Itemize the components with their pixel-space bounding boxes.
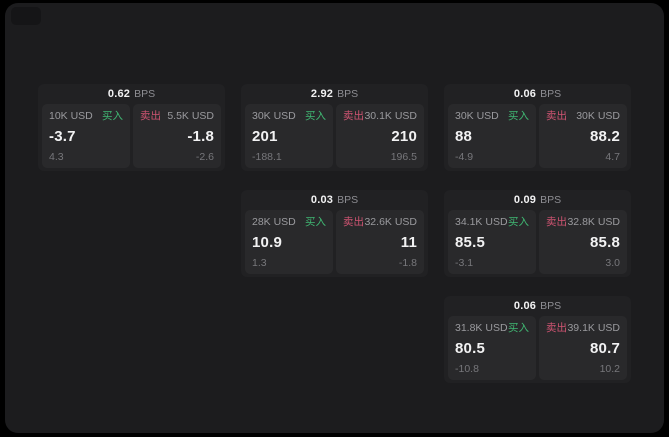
sell-price: 80.7 bbox=[590, 339, 620, 357]
buy-size: 30K USD bbox=[252, 110, 296, 122]
quote-card: 0.06 BPS 31.8K USD 买入 80.5 -10.8 卖出 39.1… bbox=[444, 296, 631, 383]
bps-value: 0.09 bbox=[513, 194, 537, 206]
sell-price: 210 bbox=[391, 127, 417, 145]
tiles: 30K USD 买入 88 -4.9 卖出 30K USD 88.2 4.7 bbox=[448, 104, 627, 168]
sell-tile[interactable]: 卖出 30.1K USD 210 196.5 bbox=[336, 104, 424, 168]
sell-size: 32.6K USD bbox=[364, 216, 417, 228]
buy-side-label: 买入 bbox=[305, 216, 326, 228]
bps-value: 0.03 bbox=[310, 194, 334, 206]
buy-tile[interactable]: 30K USD 买入 88 -4.9 bbox=[448, 104, 536, 168]
sell-tile[interactable]: 卖出 30K USD 88.2 4.7 bbox=[539, 104, 627, 168]
bps-value: 0.06 bbox=[513, 300, 537, 312]
buy-size: 10K USD bbox=[49, 110, 93, 122]
card-header: 0.03 BPS bbox=[245, 190, 424, 210]
sell-size: 30K USD bbox=[576, 110, 620, 122]
quote-card-grid: 0.62 BPS 10K USD 买入 -3.7 4.3 卖出 5.5K USD bbox=[38, 84, 631, 383]
buy-tile[interactable]: 10K USD 买入 -3.7 4.3 bbox=[42, 104, 130, 168]
buy-change: -4.9 bbox=[455, 151, 474, 163]
buy-change: 4.3 bbox=[49, 151, 64, 163]
sell-side-label: 卖出 bbox=[546, 216, 567, 228]
sell-tile[interactable]: 卖出 32.8K USD 85.8 3.0 bbox=[539, 210, 627, 274]
quote-card: 0.06 BPS 30K USD 买入 88 -4.9 卖出 30K USD bbox=[444, 84, 631, 171]
buy-change: -10.8 bbox=[455, 363, 479, 375]
sell-price: 88.2 bbox=[590, 127, 620, 145]
buy-side-label: 买入 bbox=[102, 110, 123, 122]
sell-change: 3.0 bbox=[605, 257, 620, 269]
sell-change: 4.7 bbox=[605, 151, 620, 163]
quote-card: 2.92 BPS 30K USD 买入 201 -188.1 卖出 30.1K … bbox=[241, 84, 428, 171]
sell-price: 85.8 bbox=[590, 233, 620, 251]
bps-value: 0.06 bbox=[513, 88, 537, 100]
sell-price: 11 bbox=[400, 233, 417, 251]
buy-price: 80.5 bbox=[455, 339, 485, 357]
buy-price: 10.9 bbox=[252, 233, 282, 251]
buy-tile[interactable]: 30K USD 买入 201 -188.1 bbox=[245, 104, 333, 168]
sell-size: 32.8K USD bbox=[567, 216, 620, 228]
sell-side-label: 卖出 bbox=[343, 110, 364, 122]
buy-tile[interactable]: 28K USD 买入 10.9 1.3 bbox=[245, 210, 333, 274]
sell-change: 10.2 bbox=[599, 363, 620, 375]
buy-side-label: 买入 bbox=[508, 216, 529, 228]
sell-tile[interactable]: 卖出 32.6K USD 11 -1.8 bbox=[336, 210, 424, 274]
card-header: 0.62 BPS bbox=[42, 84, 221, 104]
quote-card: 0.09 BPS 34.1K USD 买入 85.5 -3.1 卖出 32.8K… bbox=[444, 190, 631, 277]
tiles: 30K USD 买入 201 -188.1 卖出 30.1K USD 210 1… bbox=[245, 104, 424, 168]
buy-size: 28K USD bbox=[252, 216, 296, 228]
bps-value: 0.62 bbox=[107, 88, 131, 100]
sell-change: -1.8 bbox=[398, 257, 417, 269]
app-panel: 0.62 BPS 10K USD 买入 -3.7 4.3 卖出 5.5K USD bbox=[5, 3, 664, 433]
buy-price: -3.7 bbox=[49, 127, 76, 145]
card-header: 0.06 BPS bbox=[448, 84, 627, 104]
buy-size: 31.8K USD bbox=[455, 322, 508, 334]
bps-unit-label: BPS bbox=[540, 194, 562, 206]
buy-change: 1.3 bbox=[252, 257, 267, 269]
buy-size: 34.1K USD bbox=[455, 216, 508, 228]
buy-side-label: 买入 bbox=[508, 110, 529, 122]
buy-tile[interactable]: 34.1K USD 买入 85.5 -3.1 bbox=[448, 210, 536, 274]
tiles: 31.8K USD 买入 80.5 -10.8 卖出 39.1K USD 80.… bbox=[448, 316, 627, 380]
card-header: 0.06 BPS bbox=[448, 296, 627, 316]
buy-side-label: 买入 bbox=[508, 322, 529, 334]
card-header: 2.92 BPS bbox=[245, 84, 424, 104]
buy-price: 201 bbox=[252, 127, 278, 145]
top-left-chip bbox=[11, 7, 41, 25]
sell-size: 39.1K USD bbox=[567, 322, 620, 334]
tiles: 10K USD 买入 -3.7 4.3 卖出 5.5K USD -1.8 -2.… bbox=[42, 104, 221, 168]
bps-unit-label: BPS bbox=[540, 88, 562, 100]
sell-side-label: 卖出 bbox=[546, 322, 567, 334]
buy-change: -188.1 bbox=[252, 151, 282, 163]
quote-card: 0.62 BPS 10K USD 买入 -3.7 4.3 卖出 5.5K USD bbox=[38, 84, 225, 171]
bps-unit-label: BPS bbox=[337, 88, 359, 100]
sell-tile[interactable]: 卖出 39.1K USD 80.7 10.2 bbox=[539, 316, 627, 380]
sell-price: -1.8 bbox=[187, 127, 214, 145]
tiles: 34.1K USD 买入 85.5 -3.1 卖出 32.8K USD 85.8… bbox=[448, 210, 627, 274]
bps-unit-label: BPS bbox=[540, 300, 562, 312]
sell-tile[interactable]: 卖出 5.5K USD -1.8 -2.6 bbox=[133, 104, 221, 168]
bps-unit-label: BPS bbox=[134, 88, 156, 100]
bps-value: 2.92 bbox=[310, 88, 334, 100]
quote-card: 0.03 BPS 28K USD 买入 10.9 1.3 卖出 32.6K US… bbox=[241, 190, 428, 277]
sell-side-label: 卖出 bbox=[343, 216, 364, 228]
buy-size: 30K USD bbox=[455, 110, 499, 122]
buy-price: 88 bbox=[455, 127, 473, 145]
sell-change: 196.5 bbox=[390, 151, 417, 163]
sell-side-label: 卖出 bbox=[546, 110, 567, 122]
sell-change: -2.6 bbox=[195, 151, 214, 163]
buy-tile[interactable]: 31.8K USD 买入 80.5 -10.8 bbox=[448, 316, 536, 380]
sell-side-label: 卖出 bbox=[140, 110, 161, 122]
sell-size: 5.5K USD bbox=[167, 110, 214, 122]
card-header: 0.09 BPS bbox=[448, 190, 627, 210]
bps-unit-label: BPS bbox=[337, 194, 359, 206]
buy-side-label: 买入 bbox=[305, 110, 326, 122]
buy-change: -3.1 bbox=[455, 257, 474, 269]
sell-size: 30.1K USD bbox=[364, 110, 417, 122]
tiles: 28K USD 买入 10.9 1.3 卖出 32.6K USD 11 -1.8 bbox=[245, 210, 424, 274]
buy-price: 85.5 bbox=[455, 233, 485, 251]
